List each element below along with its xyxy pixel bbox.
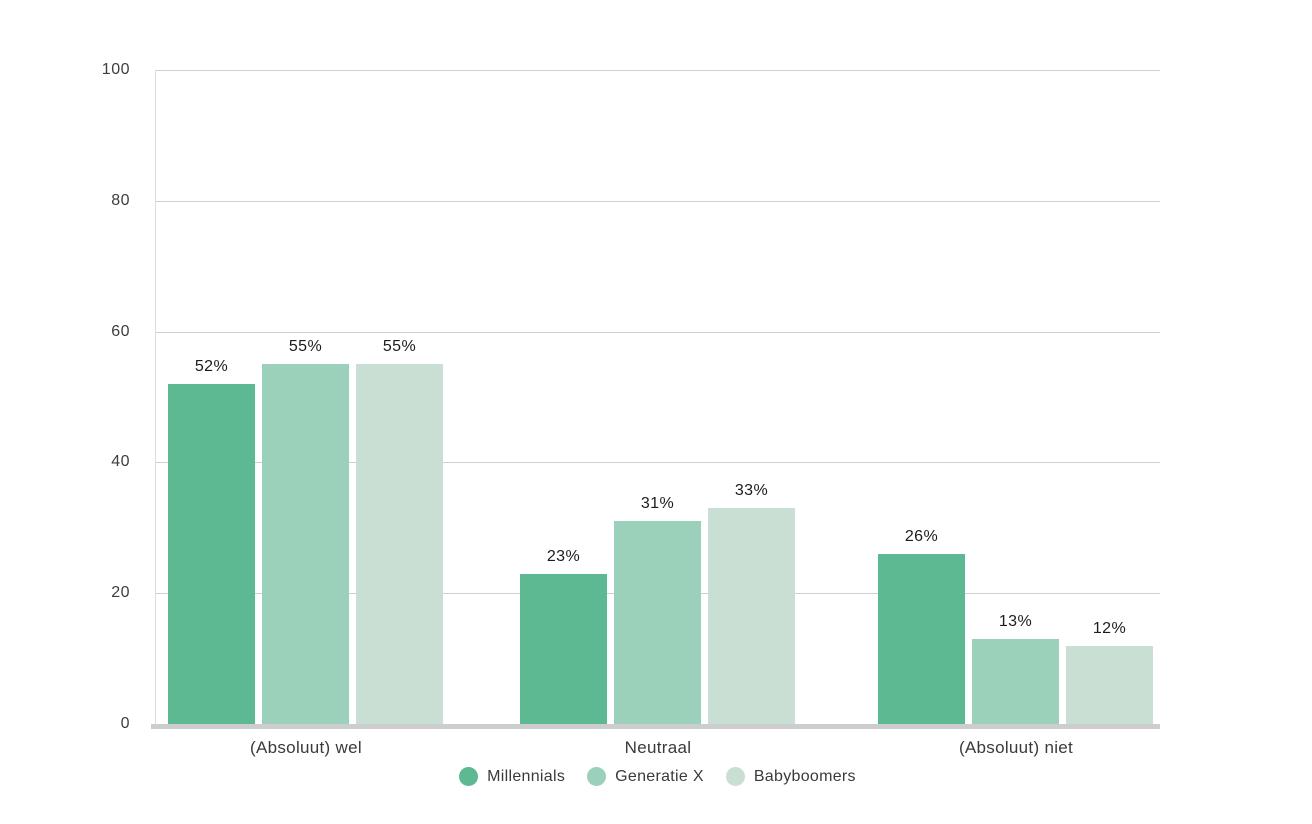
legend-item-millennials: Millennials (459, 767, 565, 786)
bar-generatie-x-absoluut-niet (972, 639, 1059, 724)
bar-millennials-neutraal (520, 574, 607, 724)
y-tick-label: 40 (111, 453, 130, 470)
bar-babyboomers-absoluut-wel (356, 364, 443, 724)
bar-value-label: 52% (194, 358, 229, 375)
bar-babyboomers-neutraal (708, 508, 795, 724)
legend-label: Millennials (487, 767, 566, 785)
gridline (155, 70, 1160, 71)
gridline (155, 462, 1160, 463)
y-tick-label: 0 (120, 715, 130, 732)
y-tick-label: 20 (111, 584, 130, 601)
bar-millennials-absoluut-niet (878, 554, 965, 724)
gridline (155, 332, 1160, 333)
bar-value-label: 12% (1092, 620, 1127, 637)
plot-area: 52% 55% 55% 23% 31% 33% 26% 13% 12% (151, 70, 1160, 729)
bar-millennials-absoluut-wel (168, 384, 255, 724)
bar-value-label: 55% (382, 338, 417, 355)
bar-value-label: 23% (546, 548, 581, 565)
y-tick-label: 80 (111, 192, 130, 209)
x-category-label: (Absoluut) wel (250, 738, 362, 757)
bar-babyboomers-absoluut-niet (1066, 646, 1153, 724)
bar-generatie-x-neutraal (614, 521, 701, 724)
y-tick-label: 60 (111, 323, 130, 340)
legend-label: Generatie X (615, 767, 704, 785)
legend-label: Babyboomers (753, 767, 856, 785)
bar-value-label: 33% (734, 482, 769, 499)
y-tick-label: 100 (101, 61, 130, 78)
legend-dot-icon (459, 767, 479, 786)
x-category-label: Neutraal (624, 738, 692, 757)
legend-item-generatie-x: Generatie X (587, 767, 704, 786)
bar-value-label: 13% (998, 613, 1033, 630)
bar-value-label: 31% (640, 495, 675, 512)
y-axis-line (155, 70, 156, 724)
bar-generatie-x-absoluut-wel (262, 364, 349, 724)
legend: Millennials Generatie X Babyboomers (155, 767, 1160, 786)
bar-value-label: 26% (904, 528, 939, 545)
legend-item-babyboomers: Babyboomers (725, 767, 856, 786)
legend-dot-icon (725, 767, 745, 786)
x-axis-line (151, 724, 1160, 729)
legend-dot-icon (587, 767, 607, 786)
bar-value-label: 55% (288, 338, 323, 355)
gridline (155, 201, 1160, 202)
x-category-label: (Absoluut) niet (958, 738, 1074, 757)
